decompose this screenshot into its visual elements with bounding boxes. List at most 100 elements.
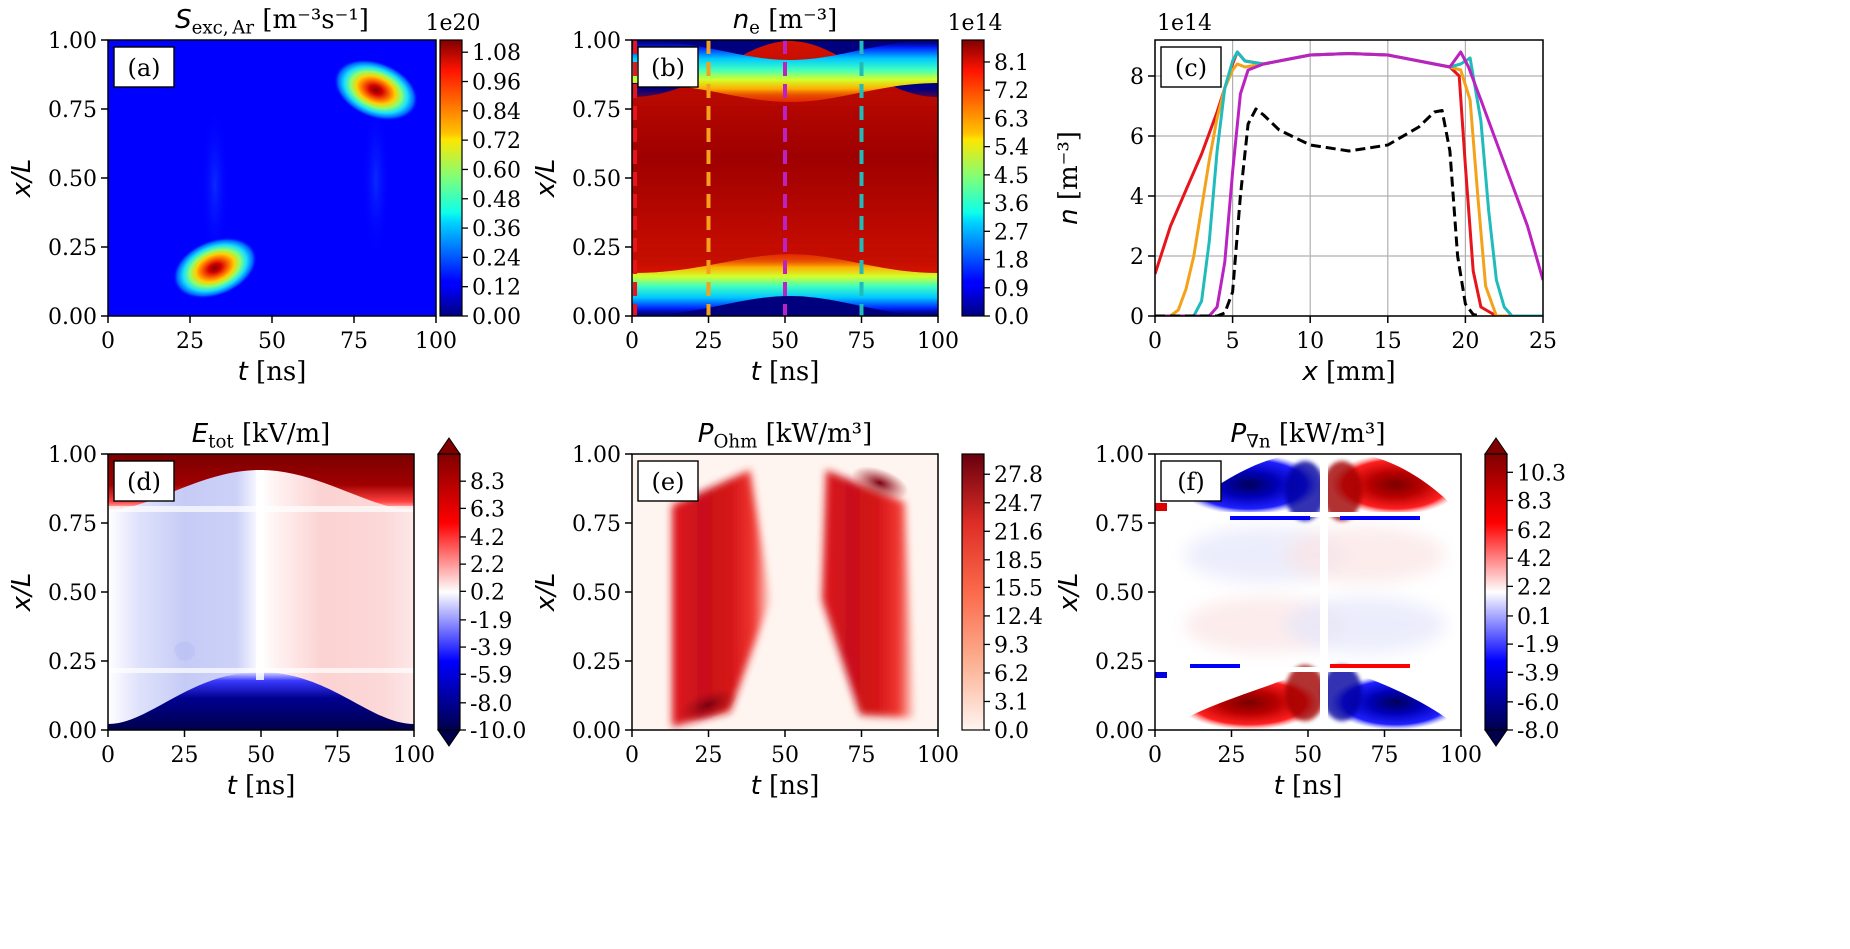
y-tick-label: 0.50 xyxy=(572,581,621,606)
colorbar-tick-label: 21.6 xyxy=(994,520,1043,545)
colorbar-tick-label: 6.3 xyxy=(994,107,1029,132)
colorbar-tick-label: 5.4 xyxy=(994,136,1029,161)
colorbar-tick-label: 3.1 xyxy=(994,690,1029,715)
colorbar-exponent: 1e20 xyxy=(425,11,480,36)
colorbar-tick-label: 0.72 xyxy=(472,129,521,154)
colorbar-tick-label: 12.4 xyxy=(994,605,1043,630)
panel-e xyxy=(632,454,938,730)
y-tick-label: 1.00 xyxy=(1095,443,1144,468)
axes-frame xyxy=(631,39,939,317)
panel-title: Sexc, Ar [m⁻³s⁻¹] xyxy=(175,5,369,39)
y-tick-label: 0.75 xyxy=(48,512,97,537)
x-tick-label: 100 xyxy=(393,743,435,768)
y-tick-label: 4 xyxy=(1130,185,1144,210)
panel-b xyxy=(632,40,938,316)
colorbar-tick-label: 0.0 xyxy=(994,719,1029,744)
panel-letter-box xyxy=(637,460,699,502)
colorbar-tick-label: 7.2 xyxy=(994,79,1029,104)
colorbar-tick-label: 0.84 xyxy=(472,100,521,125)
x-tick-label: 25 xyxy=(1529,329,1557,354)
colorbar-tick-label: -1.9 xyxy=(1517,633,1559,658)
colorbar-fill xyxy=(440,40,462,316)
colorbar-tick-label: -3.9 xyxy=(470,636,512,661)
panel-title: POhm [kW/m³] xyxy=(698,419,872,453)
panel-letter-text: (f) xyxy=(1177,468,1205,496)
panel-letter: (e) xyxy=(637,460,699,502)
colorbar-fill xyxy=(1485,454,1507,730)
x-tick-label: 25 xyxy=(695,743,723,768)
y-axis-label: x/L xyxy=(531,159,561,199)
y-tick-label: 0.00 xyxy=(48,719,97,744)
panel-e-axes: 0 25 50 75 100 0.00 0.25 0.50 0.75 1.00 (e) t [ns] x… xyxy=(531,419,1043,801)
x-tick-label: 50 xyxy=(247,743,275,768)
y-tick-label: 1.00 xyxy=(572,29,621,54)
y-tick-label: 0.25 xyxy=(572,650,621,675)
colorbar-tick-label: -8.0 xyxy=(1517,719,1559,744)
x-tick-label: 50 xyxy=(258,329,286,354)
x-tick-label: 100 xyxy=(917,329,959,354)
panel-letter: (f) xyxy=(1160,460,1222,502)
y-axis-label: x/L xyxy=(7,573,37,613)
x-tick-label: 75 xyxy=(324,743,352,768)
y-tick-label: 1.00 xyxy=(48,443,97,468)
colorbar-tick-label: -10.0 xyxy=(470,719,526,744)
colorbar-tick-label: -1.9 xyxy=(470,609,512,634)
colorbar-tick-label: 6.2 xyxy=(994,662,1029,687)
colorbar-tick-label: 3.6 xyxy=(994,192,1029,217)
colorbar: 0.0 3.1 6.2 9.3 12.4 15.518.5 21.6 24.7 27.8 xyxy=(961,453,1043,744)
colorbar-frame xyxy=(961,39,985,317)
y-tick-label: 0.25 xyxy=(572,236,621,261)
colorbar-exponent: 1e14 xyxy=(947,11,1002,36)
panel-e-heatmap xyxy=(632,454,938,730)
colorbar-tick-label: 2.2 xyxy=(470,553,505,578)
x-tick-label: 0 xyxy=(625,329,639,354)
x-axis-label: t [ns] xyxy=(238,357,307,387)
panel-letter-text: (d) xyxy=(127,468,161,496)
colorbar: -10.0-8.0 -5.9-3.9-1.9 0.22.24.2 6.38.3 xyxy=(437,437,526,747)
y-tick-label: 2 xyxy=(1130,245,1144,270)
x-axis-label: x [mm] xyxy=(1301,357,1395,387)
colorbar-tick-label: 0.24 xyxy=(472,246,521,271)
colorbar-extend-bottom xyxy=(1484,729,1508,747)
panel-a-axes: 0 25 50 75 100 0.00 0.25 0.50 0.75 1.00 (a) t [ns] x… xyxy=(7,5,521,387)
colorbar-frame xyxy=(961,453,985,731)
y-tick-label: 1.00 xyxy=(48,29,97,54)
x-tick-label: 25 xyxy=(695,329,723,354)
x-tick-label: 25 xyxy=(1218,743,1246,768)
panel-c-lines xyxy=(1155,50,1543,316)
x-tick-label: 50 xyxy=(771,743,799,768)
colorbar-tick-label: 0.96 xyxy=(472,71,521,96)
y-tick-label: 0.25 xyxy=(48,236,97,261)
panel-letter-box xyxy=(113,46,175,88)
y-tick-label: 0.25 xyxy=(48,650,97,675)
colorbar-tick-label: 15.5 xyxy=(994,576,1043,601)
profile-line-5 xyxy=(1155,107,1482,316)
y-tick-label: 0.00 xyxy=(48,305,97,330)
colorbar-frame xyxy=(1484,453,1508,731)
x-tick-label: 0 xyxy=(625,743,639,768)
panel-b-vlines xyxy=(633,40,864,316)
colorbar-extend-bottom xyxy=(437,729,461,747)
colorbar-tick-label: 4.2 xyxy=(1517,547,1552,572)
axes-frame xyxy=(1154,39,1544,317)
colorbar-tick-label: -5.9 xyxy=(470,663,512,688)
y-tick-label: 0.50 xyxy=(572,167,621,192)
colorbar-tick-label: 6.2 xyxy=(1517,519,1552,544)
x-tick-label: 0 xyxy=(101,743,115,768)
panel-title: Etot [kV/m] xyxy=(192,419,331,453)
x-tick-label: 100 xyxy=(1440,743,1482,768)
colorbar-tick-label: 0.48 xyxy=(472,188,521,213)
colorbar-frame xyxy=(437,453,461,731)
y-tick-label: 0 xyxy=(1130,305,1144,330)
x-tick-label: 75 xyxy=(1371,743,1399,768)
x-tick-label: 20 xyxy=(1451,329,1479,354)
colorbar: 0.0 0.9 1.8 2.7 3.6 4.5 5.4 6.3 7.2 8.1 1e14 xyxy=(947,11,1029,330)
y-axis-label: x/L xyxy=(1054,573,1084,613)
x-tick-label: 5 xyxy=(1226,329,1240,354)
colorbar-tick-label: 6.3 xyxy=(470,497,505,522)
y-tick-label: 0.50 xyxy=(1095,581,1144,606)
colorbar: -8.0 -6.0 -3.9 -1.9 0.1 2.2 4.2 6.2 8.3 10.3 xyxy=(1484,437,1566,747)
axes-frame xyxy=(1154,453,1462,731)
panel-letter-text: (b) xyxy=(651,54,685,82)
